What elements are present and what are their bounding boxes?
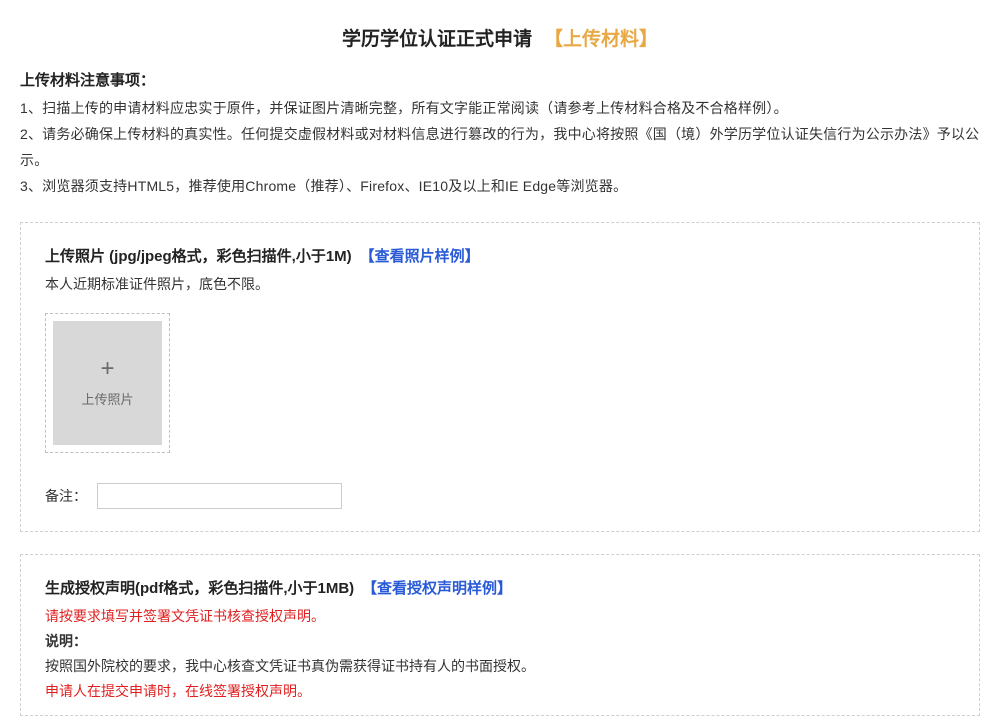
auth-desc-red1: 请按要求填写并签署文凭证书核查授权声明。: [45, 604, 955, 629]
photo-upload-card: 上传照片 (jpg/jpeg格式，彩色扫描件,小于1M) 【查看照片样例】 本人…: [20, 222, 980, 532]
notice-item-1: 1、扫描上传的申请材料应忠实于原件，并保证图片清晰完整，所有文字能正常阅读（请参…: [20, 96, 980, 122]
photo-remark-label: 备注：: [45, 486, 87, 506]
auth-desc-heading: 说明：: [45, 629, 955, 654]
photo-section-desc: 本人近期标准证件照片，底色不限。: [45, 272, 955, 297]
auth-section-title-line: 生成授权声明(pdf格式，彩色扫描件,小于1MB) 【查看授权声明样例】: [45, 577, 955, 598]
plus-icon: +: [100, 357, 114, 381]
notice-item-3: 3、浏览器须支持HTML5，推荐使用Chrome（推荐）、Firefox、IE1…: [20, 174, 980, 200]
auth-desc-line: 按照国外院校的要求，我中心核查文凭证书真伪需获得证书持有人的书面授权。: [45, 654, 955, 679]
notice-section: 上传材料注意事项： 1、扫描上传的申请材料应忠实于原件，并保证图片清晰完整，所有…: [0, 69, 1000, 200]
page-title-wrap: 学历学位认证正式申请 【上传材料】: [0, 0, 1000, 69]
photo-section-title: 上传照片 (jpg/jpeg格式，彩色扫描件,小于1M): [45, 248, 352, 265]
page-title-suffix: 【上传材料】: [544, 29, 658, 50]
auth-section-title: 生成授权声明(pdf格式，彩色扫描件,小于1MB): [45, 580, 354, 597]
photo-upload-inner: + 上传照片: [53, 321, 162, 445]
photo-upload-label: 上传照片: [81, 389, 133, 408]
photo-upload-box[interactable]: + 上传照片: [45, 313, 170, 453]
notice-heading: 上传材料注意事项：: [20, 69, 980, 90]
photo-sample-link[interactable]: 【查看照片样例】: [360, 248, 480, 265]
photo-section-title-line: 上传照片 (jpg/jpeg格式，彩色扫描件,小于1M) 【查看照片样例】: [45, 245, 955, 266]
auth-upload-card: 生成授权声明(pdf格式，彩色扫描件,小于1MB) 【查看授权声明样例】 请按要…: [20, 554, 980, 716]
page-title: 学历学位认证正式申请: [342, 29, 532, 50]
auth-sample-link[interactable]: 【查看授权声明样例】: [362, 580, 512, 597]
notice-item-2: 2、请务必确保上传材料的真实性。任何提交虚假材料或对材料信息进行篡改的行为，我中…: [20, 122, 980, 174]
photo-remark-input[interactable]: [97, 483, 342, 509]
photo-remark-row: 备注：: [45, 483, 955, 509]
